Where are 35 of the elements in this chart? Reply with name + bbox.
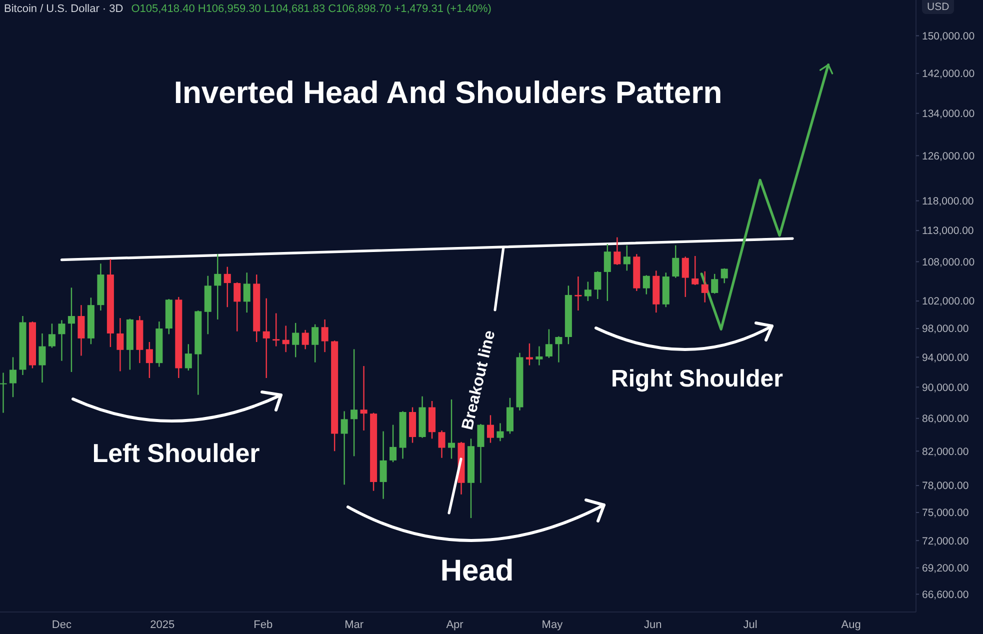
y-tick-label: 90,000.00 [922,382,969,394]
x-tick-label: Jun [644,619,662,631]
text: Inverted Head And Shoulders Pattern [174,75,722,110]
x-tick-label: Apr [446,619,464,631]
y-tick-label: 108,000.00 [922,256,975,268]
y-tick-label: 126,000.00 [922,150,975,162]
y-tick-label: 72,000.00 [922,535,969,548]
y-axis-title: USD [927,1,950,13]
x-tick-label: Jul [743,619,758,631]
x-tick-label: Aug [841,619,861,631]
y-tick-label: 118,000.00 [922,195,974,208]
y-tick-label: 75,000.00 [922,507,969,520]
y-tick-label: 102,000.00 [922,296,975,308]
x-tick-label: 2025 [150,619,175,631]
y-tick-label: 69,200.00 [922,562,969,575]
y-tick-label: 142,000.00 [922,68,975,80]
y-tick-label: 82,000.00 [922,446,969,458]
y-tick-label: 98,000.00 [922,323,969,336]
y-tick-label: 150,000.00 [922,30,975,42]
annotation: Breakout line [459,328,499,432]
y-tick-label: 134,000.00 [922,108,975,120]
y-tick-label: 86,000.00 [922,413,969,426]
annotation: Head [440,554,514,588]
chart-subtitle: Bitcoin / U.S. Dollar · 3D [4,3,124,15]
x-tick-label: Feb [254,619,273,631]
annotation: Right Shoulder [611,365,783,392]
annotation: Left Shoulder [92,438,260,468]
x-tick-label: Dec [52,619,72,631]
y-tick-label: 113,000.00 [922,225,974,238]
y-tick-label: 94,000.00 [922,352,969,364]
x-tick-label: May [542,619,564,631]
y-tick-label: 66,600.00 [922,588,969,601]
annotation: O105,418.40 H106,959.30 L104,681.83 C106,898.70 +1,479.31 (+1.40%) [131,3,492,15]
x-tick-label: Mar [344,619,364,631]
y-tick-label: 78,000.00 [922,480,969,492]
